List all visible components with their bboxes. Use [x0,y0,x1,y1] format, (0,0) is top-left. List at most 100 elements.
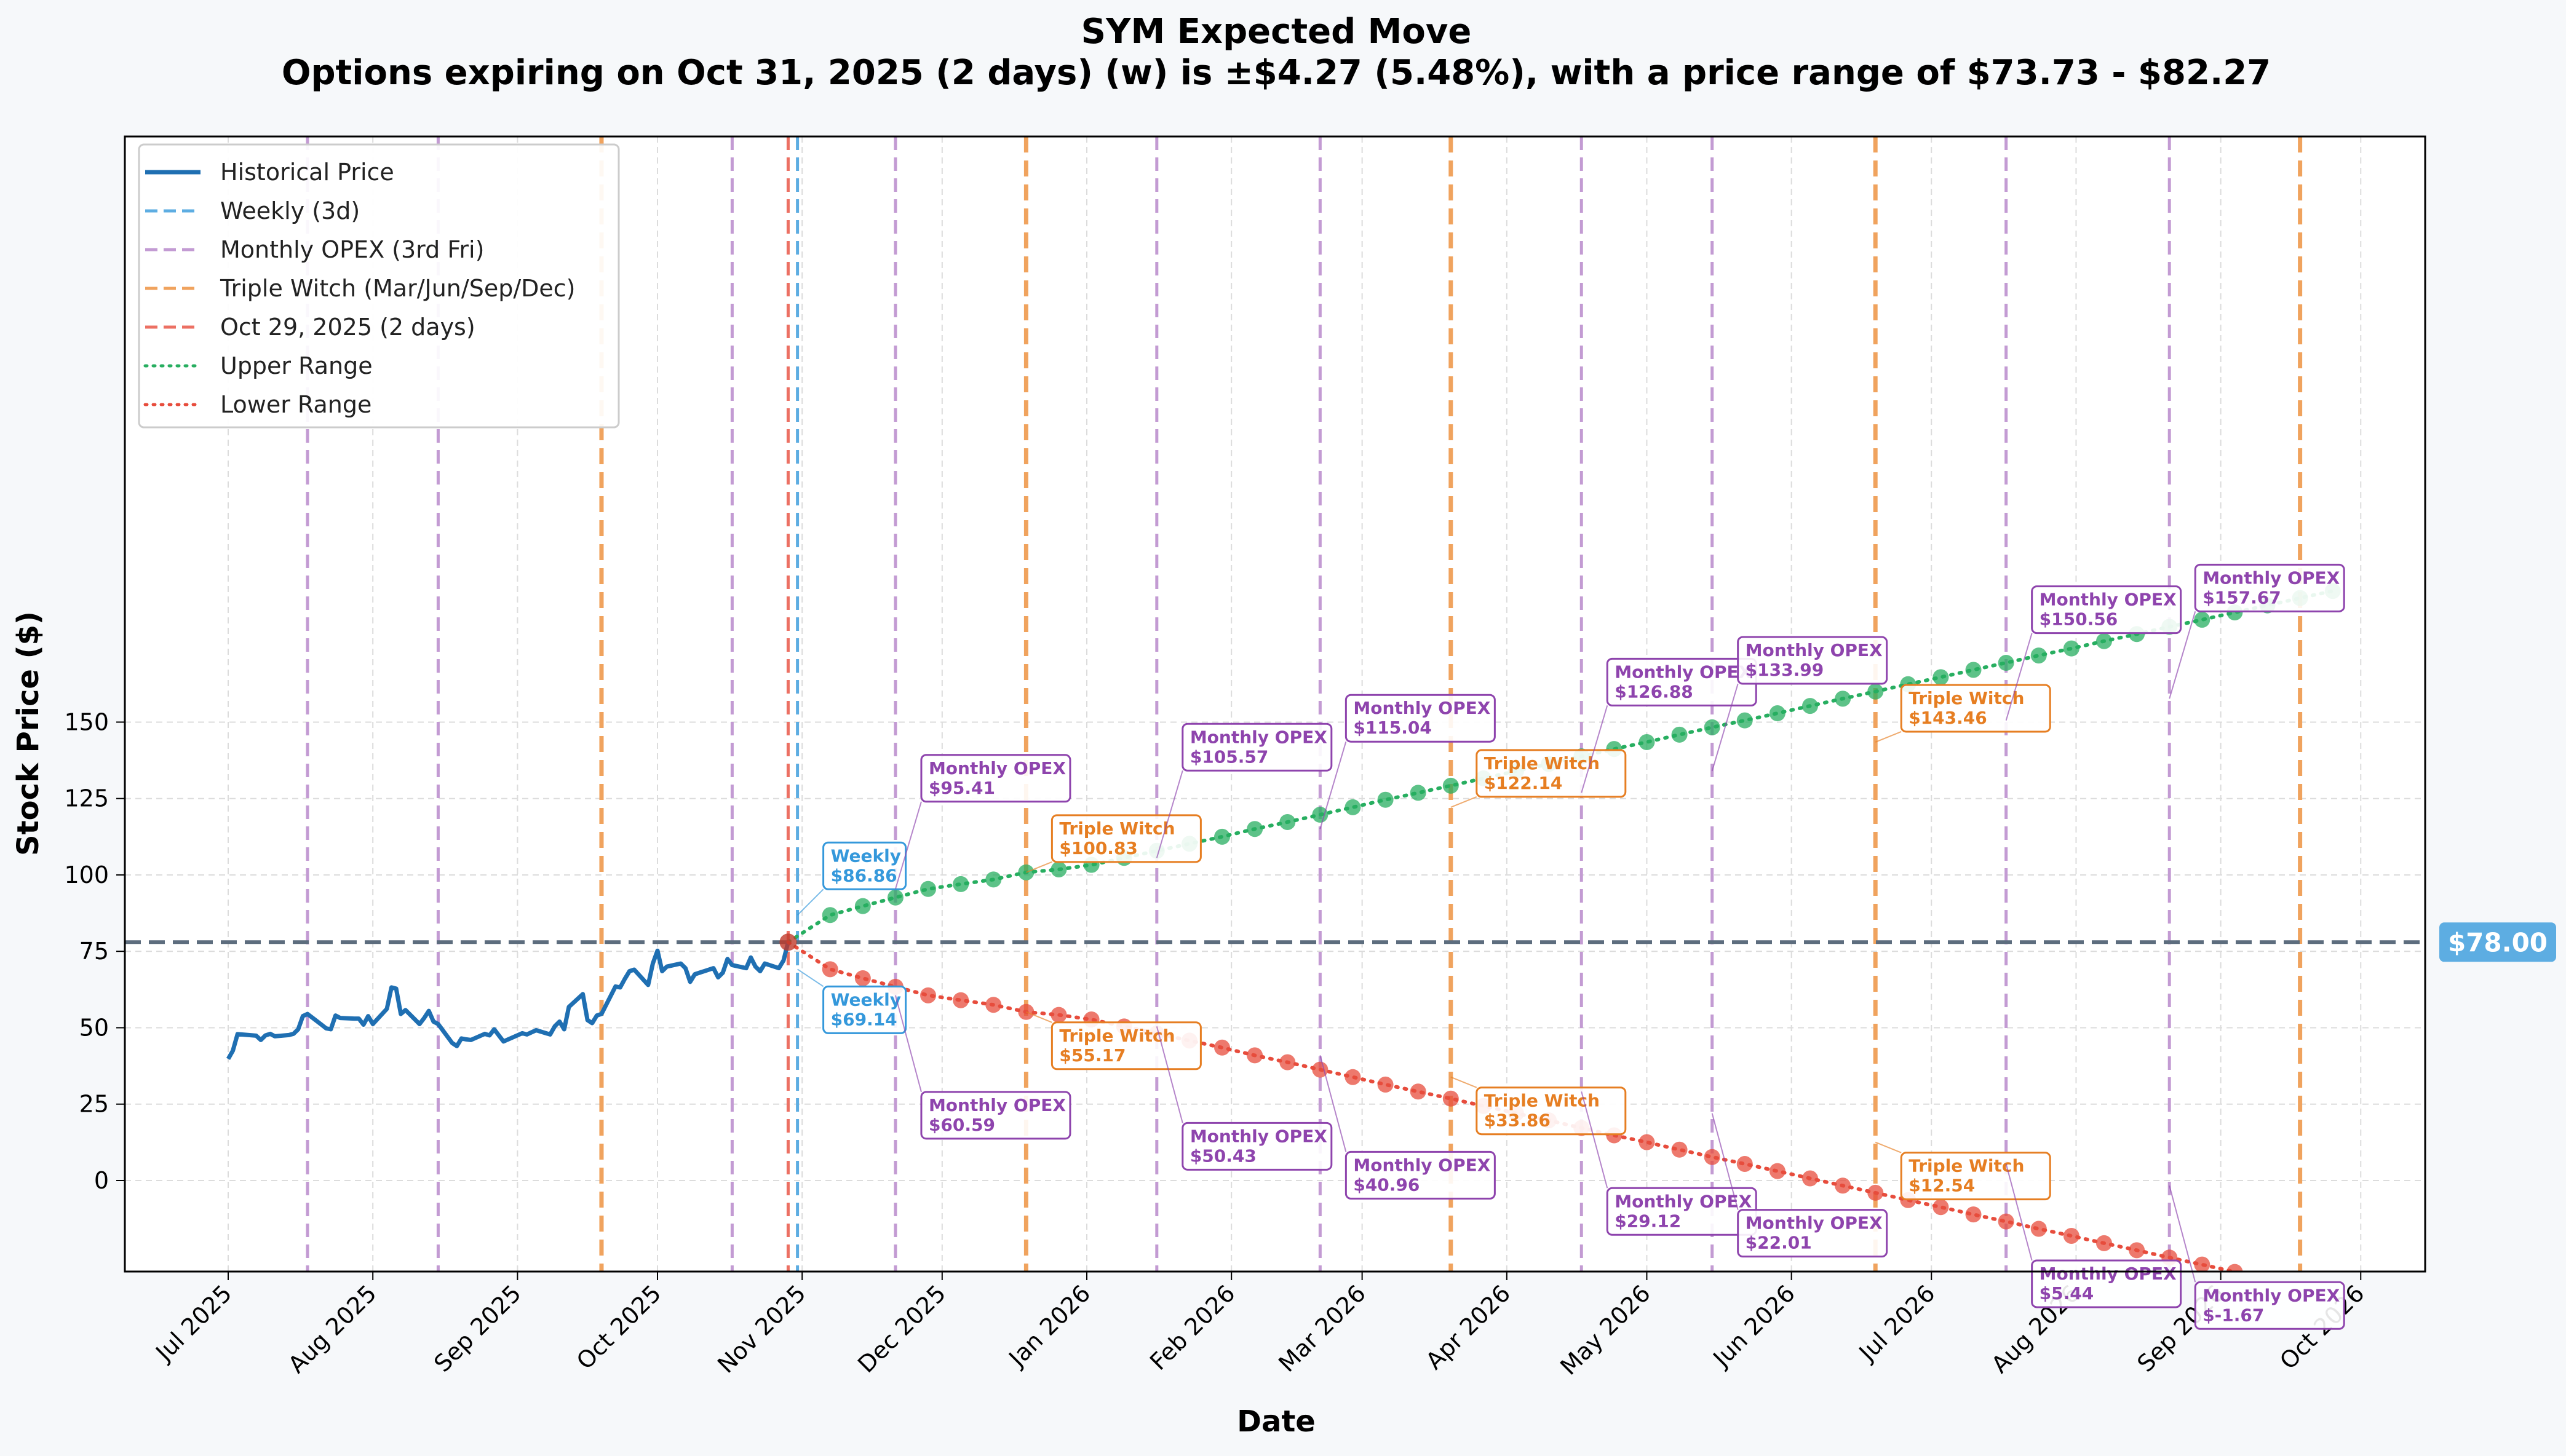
annotation-leader [894,801,922,890]
annotation-label: Monthly OPEX [1190,1126,1327,1146]
annotation-box [1476,749,1627,798]
lower-range-point [2030,1221,2047,1237]
annotation-label: Monthly OPEX [1746,1213,1883,1233]
annotation-box [2031,585,2182,635]
annotation-value: $95.41 [929,778,995,798]
annotation-value: $143.46 [1909,708,1987,728]
annotation-leader [1156,770,1183,858]
annotation-label: Weekly [831,989,901,1010]
lower-range-point [920,987,937,1003]
x-tick-label: Feb 2026 [1145,1280,1241,1375]
upper-range-point [1671,726,1688,743]
annotation-label: Monthly OPEX [1353,698,1490,718]
legend-label: Oct 29, 2025 (2 days) [220,314,475,341]
y-tick-label: 150 [64,708,109,735]
upper-range-point [953,876,969,892]
lower-range-point [1279,1054,1296,1070]
upper-range-point [1442,777,1459,794]
upper-range-point [1214,828,1231,845]
annotation-leader [1319,741,1347,829]
x-tick-label: Jul 2025 [149,1280,237,1367]
annotation-leader [1711,683,1739,772]
upper-range-point [1410,785,1426,801]
x-tick-label: Oct 2025 [571,1280,667,1375]
lower-range-point [1769,1163,1785,1179]
lower-range-point [1801,1170,1818,1187]
annotation-value: $105.57 [1190,746,1269,767]
current-price-point [779,933,797,951]
x-tick-label: Dec 2025 [852,1280,951,1378]
annotation-label: Monthly OPEX [2203,568,2340,588]
annotation-value: $126.88 [1615,681,1693,702]
annotation-leader [1319,1055,1347,1152]
annotation-box [1051,814,1202,863]
annotation-value: $5.44 [2040,1283,2094,1304]
x-axis-label: Date [1237,1404,1316,1439]
annotation-label: Triple Witch [1909,688,2024,708]
lower-range-point [2226,1264,2243,1272]
upper-range-point [1279,813,1296,830]
x-tick-label: Aug 2025 [283,1280,382,1379]
upper-range-point [920,880,937,897]
y-tick-label: 50 [79,1014,109,1041]
upper-range-point [887,889,904,906]
y-axis-label: Stock Price ($) [11,611,46,856]
annotation-label: Monthly OPEX [1746,640,1883,660]
annotation-leader [2169,611,2196,699]
annotation-value: $115.04 [1353,718,1432,738]
upper-range-point [1312,807,1329,823]
upper-range-point [2063,640,2079,657]
annotation-box [2194,563,2345,612]
annotation-value: $50.43 [1190,1145,1257,1166]
lower-range-point [2129,1242,2145,1259]
annotation-leader [1156,1026,1183,1123]
annotation-leader [1581,1091,1608,1189]
annotation-leader [1875,731,1902,743]
lower-range-point [985,997,1002,1013]
x-tick-label: May 2026 [1555,1280,1656,1380]
y-tick-label: 100 [64,861,109,888]
annotation-box [822,985,907,1034]
lower-range-point [1214,1039,1231,1056]
upper-range-point [985,871,1002,888]
annotation-box [1737,636,1888,685]
lower-range-point [822,961,838,978]
annotation-box [822,841,907,890]
y-tick-label: 0 [94,1167,109,1194]
annotation-label: Triple Witch [1059,1026,1175,1046]
annotation-leader [1026,1011,1052,1023]
lower-range-point [1835,1177,1851,1194]
annotation-leader [2169,1185,2196,1283]
upper-range-point [1247,821,1263,837]
annotation-box [920,754,1071,803]
annotation-value: $157.67 [2203,587,2281,607]
annotation-value: $86.86 [831,865,897,885]
legend: Historical Price Weekly (3d) Monthly OPEX … [138,143,620,429]
annotation-label: Monthly OPEX [1353,1155,1490,1175]
upper-range-point [1051,861,1067,878]
lower-range-point [1442,1090,1459,1107]
annotation-box [2194,1281,2345,1330]
upper-range-point [2095,633,2112,649]
annotation-label: Triple Witch [1909,1156,2024,1176]
upper-range-point [1704,719,1720,735]
annotation-box [1182,722,1333,772]
annotation-value: $122.14 [1484,773,1563,793]
annotation-box [1051,1021,1202,1070]
annotation-label: Monthly OPEX [2040,1264,2177,1284]
annotation-label: Monthly OPEX [1190,727,1327,747]
annotation-label: Triple Witch [1484,1091,1600,1111]
lower-range-point [953,992,969,1008]
annotation-leader [894,995,922,1093]
upper-range-point [1345,799,1361,815]
annotation-value: $29.12 [1615,1211,1681,1231]
annotation-box [920,1091,1071,1140]
annotation-leader [2005,633,2033,721]
annotation-leader [796,888,824,916]
lower-range-point [1410,1083,1426,1100]
legend-label: Weekly (3d) [220,197,360,224]
annotation-leader [2005,1163,2033,1261]
annotation-leader [1026,861,1052,873]
lower-range-point [1867,1184,1884,1201]
current-price-badge [2439,922,2556,962]
